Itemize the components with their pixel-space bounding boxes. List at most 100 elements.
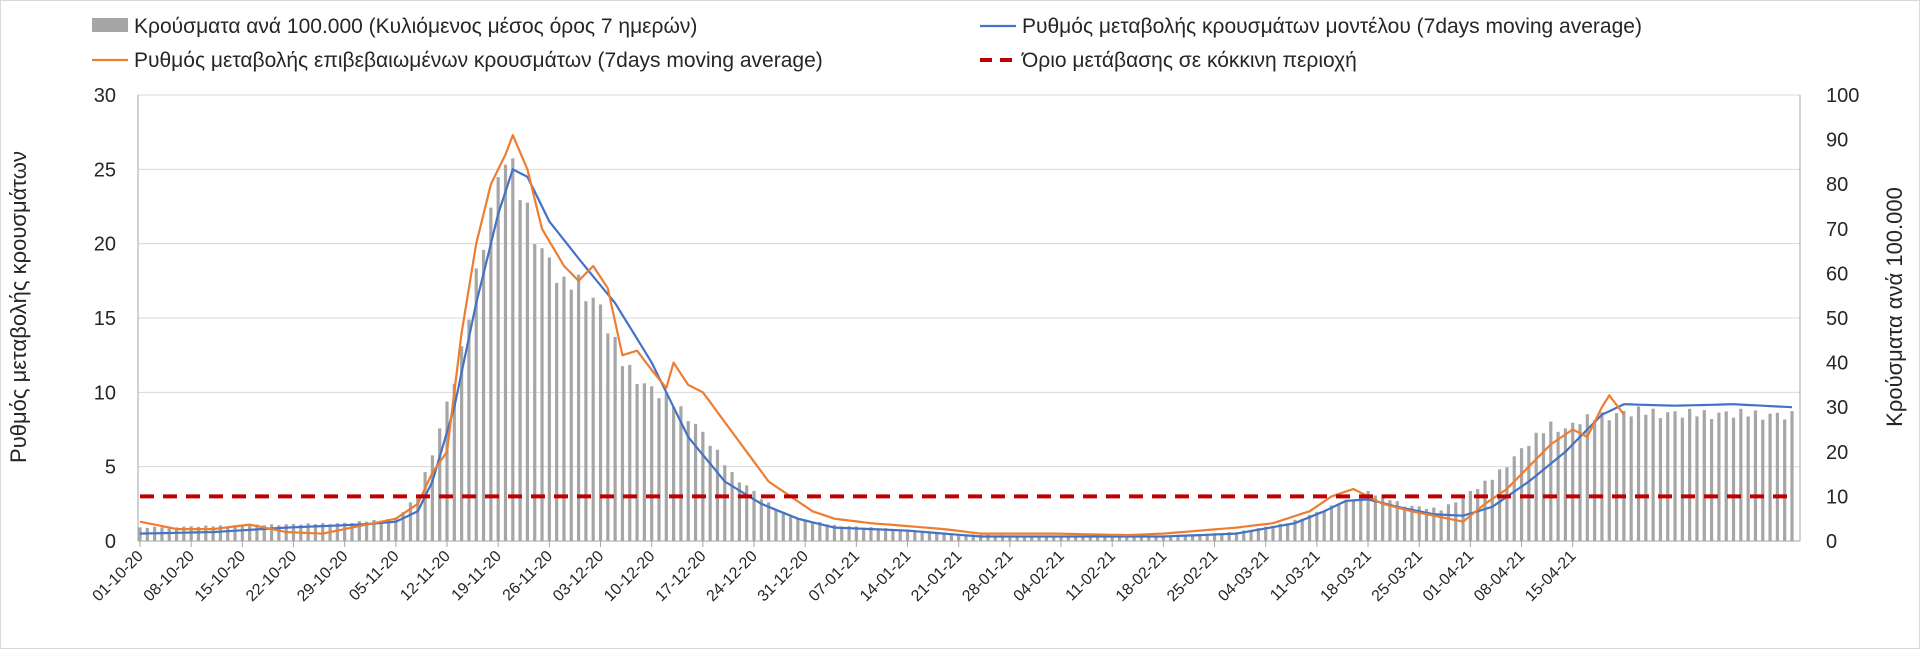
- bar: [1008, 535, 1012, 541]
- bar: [525, 202, 530, 541]
- bar: [1110, 536, 1114, 541]
- bar: [905, 529, 910, 541]
- bar: [1052, 536, 1056, 541]
- bar: [1534, 432, 1538, 541]
- bar: [1249, 529, 1253, 541]
- bar: [343, 522, 347, 541]
- bar: [1388, 500, 1392, 541]
- bar: [1198, 534, 1202, 541]
- bar: [174, 527, 179, 541]
- bar: [1402, 506, 1407, 541]
- bar: [693, 423, 698, 541]
- bar: [379, 520, 383, 541]
- bar: [547, 257, 551, 541]
- bar: [1147, 536, 1151, 541]
- y-left-tick-label: 20: [94, 234, 116, 256]
- bar: [825, 524, 829, 541]
- bar: [883, 528, 888, 541]
- bar: [467, 319, 471, 541]
- bar: [211, 526, 215, 541]
- bar: [1680, 417, 1684, 541]
- bar: [584, 301, 588, 541]
- bar: [986, 534, 990, 541]
- bar: [1344, 499, 1348, 541]
- bar: [672, 406, 676, 541]
- bar: [1702, 410, 1706, 541]
- bar: [1000, 535, 1005, 541]
- bar: [1366, 490, 1370, 541]
- series-line: [139, 168, 1793, 538]
- bar: [927, 531, 932, 541]
- bar: [1271, 526, 1275, 541]
- bar: [1337, 504, 1341, 541]
- bar: [1037, 535, 1041, 541]
- bar: [701, 431, 705, 541]
- bar: [1432, 507, 1436, 541]
- bar: [1461, 495, 1465, 541]
- bar: [1541, 433, 1546, 541]
- bar: [1278, 523, 1282, 541]
- bar: [394, 518, 398, 541]
- bar: [628, 364, 632, 541]
- legend-label: Ρυθμός μεταβολής επιβεβαιωμένων κρουσμάτ…: [134, 49, 823, 72]
- bar: [357, 521, 361, 541]
- bar: [1329, 505, 1334, 541]
- bar: [1709, 418, 1714, 541]
- bar: [957, 534, 961, 541]
- bar: [854, 526, 858, 541]
- bar: [1556, 431, 1560, 541]
- bar: [679, 406, 683, 541]
- bar: [540, 248, 544, 542]
- bar: [416, 497, 420, 541]
- bar: [1446, 504, 1451, 541]
- bar: [1234, 532, 1239, 541]
- bar: [723, 465, 727, 541]
- y-right-tick-label: 90: [1826, 130, 1848, 152]
- bar: [365, 521, 369, 541]
- bar: [1636, 406, 1641, 541]
- bar: [160, 527, 164, 541]
- bar: [1183, 535, 1187, 541]
- bar: [1022, 535, 1027, 541]
- bar: [496, 177, 500, 541]
- bar: [1483, 480, 1487, 541]
- legend: Κρούσματα ανά 100.000 (Κυλιόμενος μέσος …: [92, 15, 1642, 72]
- bar: [460, 346, 464, 541]
- bar: [935, 532, 939, 541]
- bar: [1059, 536, 1063, 541]
- bar: [1607, 420, 1611, 541]
- bar: [1293, 519, 1297, 541]
- bar: [1256, 528, 1260, 541]
- bar: [1125, 536, 1129, 541]
- y-right-tick-label: 70: [1826, 219, 1848, 241]
- bar: [620, 366, 625, 541]
- bar: [372, 519, 376, 541]
- bar: [1139, 536, 1144, 541]
- bar: [255, 524, 259, 541]
- bar: [1074, 536, 1078, 541]
- bar: [1476, 489, 1480, 541]
- bar: [196, 526, 201, 541]
- bar: [781, 511, 785, 541]
- bar: [1030, 535, 1034, 541]
- bar: [1454, 502, 1458, 541]
- bar: [408, 502, 413, 541]
- bar: [591, 297, 595, 541]
- bar: [1066, 536, 1070, 541]
- bar: [401, 512, 405, 541]
- bar: [262, 525, 266, 541]
- bar: [335, 523, 339, 541]
- bar: [1132, 536, 1136, 541]
- bar: [481, 249, 486, 541]
- bar: [555, 282, 559, 541]
- bar: [993, 535, 997, 541]
- bar: [942, 533, 946, 541]
- bar: [269, 524, 274, 541]
- bar: [1417, 506, 1421, 541]
- bar: [737, 482, 741, 541]
- bar: [1790, 411, 1794, 541]
- bar: [664, 392, 668, 541]
- bar: [1154, 536, 1158, 541]
- bar: [1410, 505, 1414, 541]
- bar: [511, 158, 515, 541]
